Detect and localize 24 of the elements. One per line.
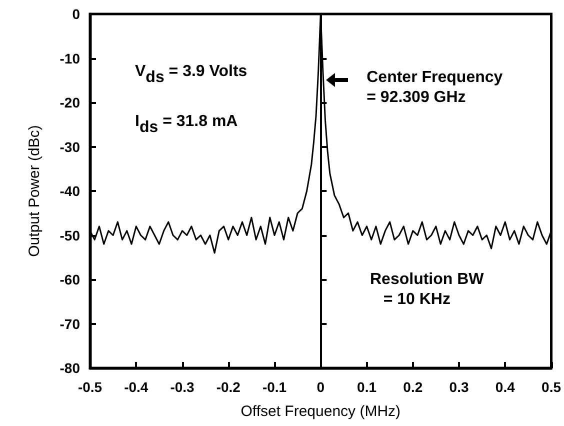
x-tick-label: 0 (316, 379, 325, 395)
x-tick-label: -0.1 (262, 379, 287, 395)
x-tick-label: -0.2 (216, 379, 241, 395)
annotation: Center Frequency = 92.309 GHz (366, 68, 503, 108)
annotation: Resolution BW = 10 KHz (370, 270, 484, 310)
y-tick-label: -80 (60, 360, 80, 376)
y-tick-label: -30 (60, 138, 80, 155)
x-tick-label: -0.4 (124, 379, 148, 395)
y-tick-label: -40 (60, 183, 80, 199)
x-tick-label: 0.2 (403, 379, 423, 395)
x-axis-title: Offset Frequency (MHz) (240, 403, 401, 420)
x-tick-label: -0.3 (170, 379, 195, 395)
y-tick-label: -60 (60, 272, 80, 288)
x-tick-label: 0.4 (495, 379, 516, 395)
y-tick-label: -20 (60, 94, 80, 110)
y-tick-label: 0 (72, 6, 80, 22)
x-tick-label: 0.5 (542, 379, 562, 395)
y-axis-title: Output Power (dBc) (26, 125, 43, 257)
x-tick-label: 0.1 (357, 379, 377, 395)
x-tick-label: 0.3 (449, 379, 469, 395)
x-tick-label: -0.5 (78, 379, 102, 395)
y-tick-label: -10 (60, 50, 80, 66)
y-tick-label: -50 (60, 227, 80, 244)
y-tick-label: -70 (60, 316, 80, 332)
